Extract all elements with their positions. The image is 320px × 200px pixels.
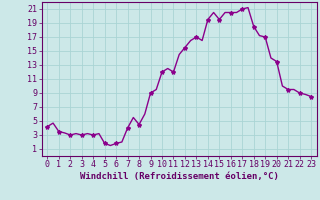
X-axis label: Windchill (Refroidissement éolien,°C): Windchill (Refroidissement éolien,°C): [80, 172, 279, 181]
